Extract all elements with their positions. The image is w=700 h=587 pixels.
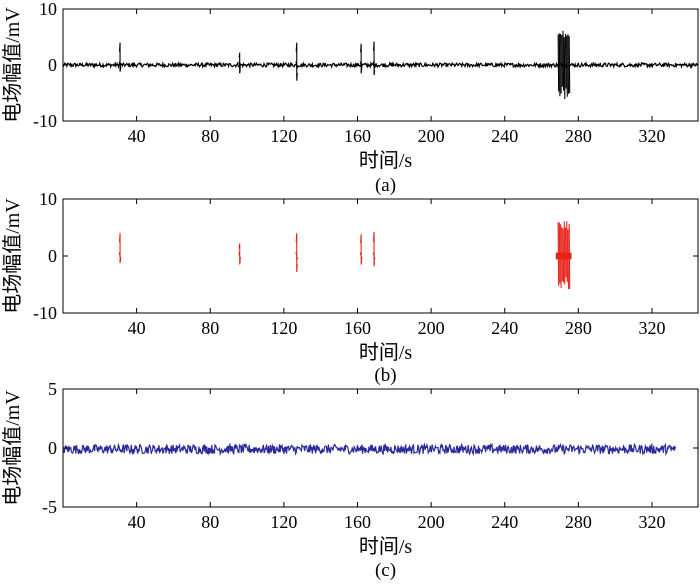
spike bbox=[238, 52, 242, 74]
panel-caption: (a) bbox=[375, 175, 396, 196]
spike bbox=[295, 233, 299, 272]
x-tick-label: 160 bbox=[344, 318, 371, 338]
x-tick-label: 80 bbox=[201, 512, 219, 532]
x-tick-label: 120 bbox=[270, 512, 297, 532]
x-tick-label: 120 bbox=[270, 318, 297, 338]
x-axis-label: 时间/s bbox=[359, 149, 413, 172]
x-tick-label: 320 bbox=[638, 126, 665, 146]
y-axis-label: 电场幅值/mV bbox=[1, 198, 24, 314]
x-tick-label: 240 bbox=[491, 126, 518, 146]
panel-caption: (c) bbox=[375, 560, 396, 581]
x-tick-label: 320 bbox=[638, 318, 665, 338]
spike bbox=[555, 221, 572, 290]
y-tick-label: 10 bbox=[39, 189, 57, 209]
x-tick-label: 40 bbox=[128, 512, 146, 532]
x-tick-label: 160 bbox=[344, 512, 371, 532]
y-axis-label: 电场幅值/mV bbox=[1, 7, 24, 123]
x-tick-label: 320 bbox=[638, 512, 665, 532]
y-tick-label: -5 bbox=[42, 497, 57, 517]
y-tick-label: -10 bbox=[33, 303, 57, 323]
x-tick-label: 280 bbox=[565, 318, 592, 338]
x-axis-label: 时间/s bbox=[359, 341, 413, 364]
y-tick-label: 0 bbox=[48, 55, 57, 75]
spike bbox=[557, 30, 571, 99]
baseline-trace bbox=[62, 442, 677, 457]
x-tick-label: 200 bbox=[418, 126, 445, 146]
spike bbox=[359, 43, 363, 74]
spike bbox=[295, 42, 299, 81]
y-tick-label: 0 bbox=[48, 246, 57, 266]
x-tick-label: 40 bbox=[128, 126, 146, 146]
spike bbox=[118, 42, 122, 72]
x-tick-label: 200 bbox=[418, 318, 445, 338]
panel-1: 40 80 120 160 200 240 280 320 10 0 -10 时间/s 电场幅值/mV (… bbox=[1, 0, 699, 196]
x-tick-label: 80 bbox=[201, 126, 219, 146]
x-tick-label: 80 bbox=[201, 318, 219, 338]
x-axis-label: 时间/s bbox=[359, 535, 413, 558]
y-tick-label: 10 bbox=[39, 0, 57, 19]
spike bbox=[372, 41, 376, 76]
x-tick-label: 280 bbox=[565, 126, 592, 146]
x-tick-label: 200 bbox=[418, 512, 445, 532]
panel-3: 40 80 120 160 200 240 280 320 5 0 -5 时间/s 电场幅值/mV (c) bbox=[1, 379, 699, 581]
panel-2: 40 80 120 160 200 240 280 320 10 0 -10 时间/s 电场幅值/mV (… bbox=[1, 189, 699, 386]
y-axis-label: 电场幅值/mV bbox=[1, 390, 24, 506]
spike bbox=[118, 233, 122, 263]
spike bbox=[372, 232, 376, 267]
x-tick-label: 240 bbox=[491, 512, 518, 532]
x-tick-label: 240 bbox=[491, 318, 518, 338]
y-tick-label: 5 bbox=[48, 379, 57, 399]
spike bbox=[359, 234, 363, 265]
x-tick-label: 280 bbox=[565, 512, 592, 532]
y-tick-label: 0 bbox=[48, 438, 57, 458]
spike bbox=[238, 243, 242, 265]
x-tick-label: 120 bbox=[270, 126, 297, 146]
baseline-trace bbox=[62, 60, 698, 70]
x-tick-label: 160 bbox=[344, 126, 371, 146]
y-tick-label: -10 bbox=[33, 111, 57, 131]
axes-frame bbox=[62, 198, 699, 314]
x-tick-label: 40 bbox=[128, 318, 146, 338]
panel-caption: (b) bbox=[374, 365, 396, 386]
